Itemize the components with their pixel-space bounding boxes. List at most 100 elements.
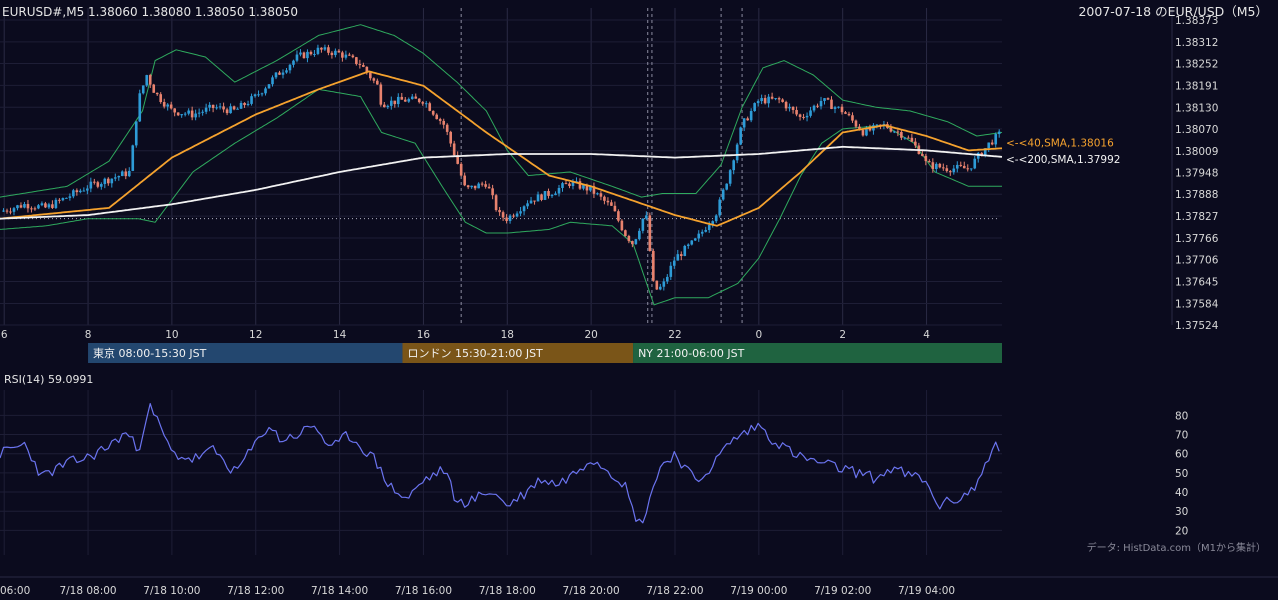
candle-body [30, 208, 33, 210]
candle-body [753, 103, 756, 112]
candle-body [44, 203, 47, 208]
sma-line [0, 70, 1003, 227]
candle-body [72, 190, 75, 197]
candle-body [243, 102, 246, 106]
main-chart-reference-lines [0, 8, 997, 325]
candle-body [557, 187, 561, 194]
candle-body [638, 230, 641, 240]
candle-body [341, 52, 344, 58]
candle-body [403, 99, 407, 102]
candle-body [117, 176, 121, 178]
session-block [88, 343, 403, 363]
candle-body [264, 88, 267, 94]
candle-body [725, 183, 729, 190]
candle-body [596, 193, 599, 195]
candle-body [900, 131, 903, 138]
candle-body [770, 96, 774, 99]
candle-body [201, 111, 204, 113]
candle-body [162, 102, 166, 107]
chart-title: 2007-07-18 のEUR/USD（M5） [1078, 4, 1268, 19]
candle-body [924, 155, 928, 162]
candle-body [522, 206, 526, 212]
candle-body [456, 155, 459, 164]
price-tick-label: 1.37524 [1175, 320, 1219, 332]
candle-body [65, 197, 68, 199]
candle-body [180, 114, 183, 116]
candle-body [16, 205, 19, 209]
candle-body [568, 183, 571, 187]
candle-body [728, 170, 732, 184]
candle-body [369, 72, 372, 79]
hour-tick-label: 6 [1, 329, 8, 341]
time-tick-label: 7/18 08:00 [59, 585, 116, 597]
candle-body [508, 215, 512, 221]
rsi-grid [0, 390, 1002, 555]
candle-body [148, 75, 152, 85]
candle-body [582, 184, 585, 189]
candle-body [519, 211, 522, 214]
price-axis: 1.38373 1.38312 1.38252 1.38191 1.38130 1.380… [1175, 15, 1219, 332]
candle-body [536, 194, 540, 202]
candle-body [445, 124, 449, 132]
candle-body [624, 230, 627, 236]
candle-body [225, 109, 229, 114]
candle-body [732, 160, 735, 171]
candle-body [763, 98, 767, 104]
candle-body [526, 203, 529, 207]
candle-body [281, 72, 285, 75]
candle-body [194, 113, 197, 118]
candle-body [784, 101, 788, 109]
candle-body [494, 195, 498, 211]
candle-body [86, 188, 89, 191]
price-tick-label: 1.37948 [1175, 168, 1218, 180]
time-tick-label: 7/18 16:00 [395, 585, 452, 597]
candle-body [945, 168, 949, 172]
candle-body [428, 103, 432, 111]
candle-body [515, 213, 519, 217]
candle-body [127, 170, 131, 177]
candle-body [316, 47, 320, 54]
candle-body [962, 165, 966, 169]
candle-body [847, 113, 851, 116]
candle-body [197, 112, 201, 114]
time-tick-label: 7/18 18:00 [479, 585, 536, 597]
candle-body [218, 106, 222, 108]
candle-body [239, 102, 243, 109]
candle-body [19, 205, 23, 208]
hour-tick-label: 16 [417, 329, 431, 341]
rsi-series [0, 403, 1000, 524]
candle-body [449, 131, 453, 144]
candle-body [990, 142, 994, 145]
candle-body [12, 208, 16, 212]
candle-body [323, 47, 327, 50]
rsi-title: RSI(14) 59.0991 [4, 373, 93, 386]
candle-body [348, 54, 351, 56]
candle-body [672, 260, 676, 266]
candle-body [634, 239, 638, 245]
candle-body [662, 281, 666, 287]
sma-label: <-<40,SMA,1.38016 [1006, 137, 1114, 149]
candle-body [777, 98, 781, 100]
candle-body [295, 54, 299, 61]
candle-body [742, 118, 746, 128]
candle-body [816, 105, 819, 107]
candle-body [372, 78, 376, 81]
candle-body [840, 106, 844, 113]
candle-body [110, 178, 114, 184]
candle-body [529, 200, 533, 204]
candle-body [452, 143, 456, 156]
candle-body [833, 107, 837, 109]
candle-body [865, 127, 868, 136]
price-tick-label: 1.38191 [1175, 80, 1218, 92]
candle-body [166, 104, 170, 107]
candle-body [40, 203, 44, 206]
candle-body [952, 168, 956, 173]
candle-body [931, 162, 935, 169]
candle-body [306, 51, 309, 59]
rsi-tick-label: 50 [1175, 468, 1188, 480]
candle-body [501, 212, 505, 218]
candle-body [781, 99, 784, 102]
candle-body [858, 126, 861, 131]
time-tick-label: 7/18 10:00 [143, 585, 200, 597]
